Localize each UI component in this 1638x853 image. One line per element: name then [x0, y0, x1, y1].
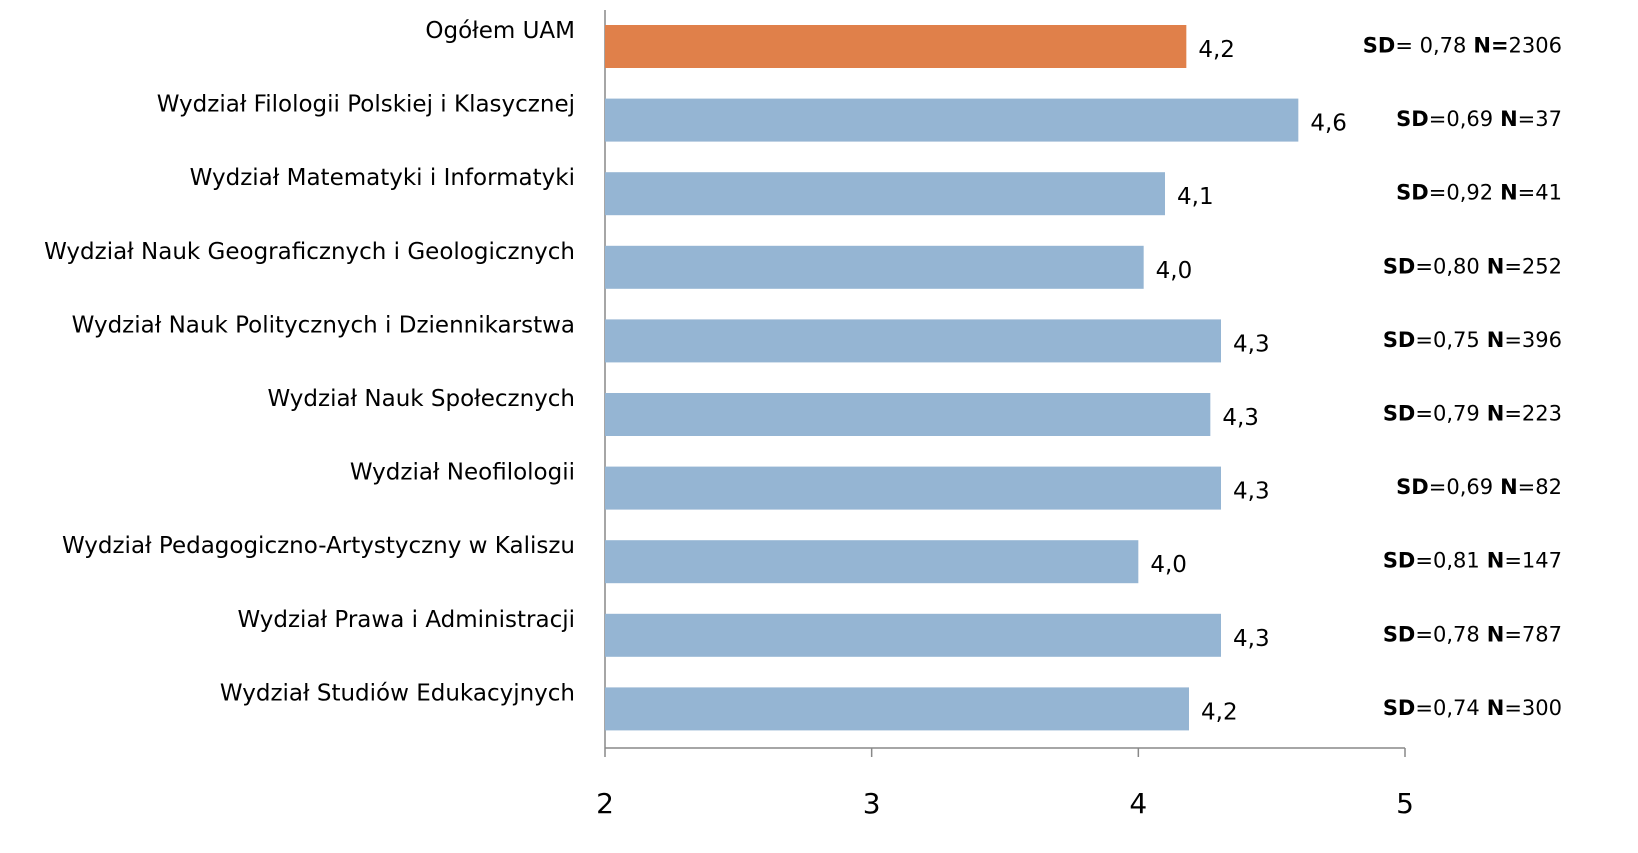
annotation: SD=0,78 N=787	[1383, 622, 1562, 646]
value-label: 4,3	[1233, 331, 1270, 357]
bar	[605, 25, 1187, 68]
annotation-part: =0,80	[1415, 254, 1479, 278]
annotation-part: =37	[1518, 107, 1562, 131]
bar	[605, 98, 1299, 142]
bar	[605, 687, 1189, 731]
x-tick-label: 5	[1396, 787, 1414, 820]
annotation-part: N	[1500, 181, 1518, 205]
annotation-part: N	[1500, 475, 1518, 499]
annotation-part: =0,69	[1429, 107, 1493, 131]
annotation: SD=0,69 N=82	[1396, 475, 1562, 499]
annotation-part: =0,69	[1429, 475, 1493, 499]
annotation: SD=0,69 N=37	[1396, 107, 1562, 131]
x-tick-label: 3	[863, 787, 881, 820]
annotation-part: N	[1487, 328, 1505, 352]
annotation-part: SD	[1396, 107, 1429, 131]
annotation: SD=0,74 N=300	[1383, 696, 1562, 720]
y-tick-label: Wydział Nauk Politycznych i Dziennikarst…	[72, 312, 575, 338]
annotation: SD= 0,78 N=2306	[1363, 34, 1562, 58]
bar	[605, 466, 1221, 510]
annotation-part: SD	[1396, 475, 1429, 499]
bar	[605, 319, 1221, 363]
annotation-part: N=	[1473, 34, 1508, 58]
value-label: 4,3	[1233, 479, 1270, 505]
annotation-part: SD	[1383, 328, 1416, 352]
x-tick-label: 4	[1129, 787, 1147, 820]
annotation-part: N	[1487, 622, 1505, 646]
value-label: 4,3	[1233, 626, 1270, 652]
annotation-part: N	[1487, 696, 1505, 720]
annotation-part: SD	[1383, 622, 1416, 646]
y-tick-label: Ogółem UAM	[425, 18, 575, 44]
bar	[605, 245, 1144, 289]
annotation-part: =300	[1504, 696, 1562, 720]
annotation-part: SD	[1383, 402, 1416, 426]
annotation-part: N	[1487, 254, 1505, 278]
bar	[605, 393, 1211, 436]
y-tick-label: Wydział Neofilologii	[350, 460, 575, 486]
annotation-part: =0,81	[1415, 549, 1479, 573]
value-label: 4,2	[1201, 699, 1238, 725]
value-label: 4,1	[1177, 184, 1214, 210]
bar	[605, 540, 1139, 584]
annotation-part: =396	[1504, 328, 1562, 352]
annotation-part: 2306	[1509, 34, 1562, 58]
annotation-part: =41	[1518, 181, 1562, 205]
annotation-part: =0,74	[1415, 696, 1479, 720]
annotation-part: =0,75	[1415, 328, 1479, 352]
annotation-part: =0,79	[1415, 402, 1479, 426]
annotation-part: SD	[1396, 181, 1429, 205]
y-tick-label: Wydział Nauk Społecznych	[267, 386, 575, 412]
annotation-part: =147	[1504, 549, 1562, 573]
annotation-part: =252	[1504, 254, 1562, 278]
y-tick-label: Wydział Matematyki i Informatyki	[190, 165, 575, 191]
bar	[605, 613, 1221, 657]
annotation: SD=0,79 N=223	[1383, 402, 1562, 426]
value-label: 4,0	[1150, 552, 1187, 578]
y-tick-label: Wydział Nauk Geograficznych i Geologiczn…	[44, 239, 575, 265]
annotation-part: =223	[1504, 402, 1562, 426]
annotation-part: SD	[1363, 34, 1396, 58]
annotation-part: SD	[1383, 549, 1416, 573]
value-label: 4,0	[1156, 258, 1193, 284]
annotation-part: =0,92	[1429, 181, 1493, 205]
annotation: SD=0,75 N=396	[1383, 328, 1562, 352]
bar	[605, 172, 1165, 216]
annotation-part: = 0,78	[1395, 34, 1466, 58]
annotation-part: =0,78	[1415, 622, 1479, 646]
annotation-part: SD	[1383, 254, 1416, 278]
value-label: 4,3	[1222, 405, 1259, 431]
y-tick-label: Wydział Prawa i Administracji	[237, 607, 575, 633]
x-tick-label: 2	[596, 787, 614, 820]
annotation-part: N	[1487, 402, 1505, 426]
annotation: SD=0,80 N=252	[1383, 254, 1562, 278]
annotation-part: N	[1500, 107, 1518, 131]
annotation-part: =82	[1518, 475, 1562, 499]
y-tick-label: Wydział Studiów Edukacyjnych	[220, 680, 575, 706]
value-label: 4,6	[1310, 111, 1347, 137]
annotation: SD=0,81 N=147	[1383, 549, 1562, 573]
value-label: 4,2	[1198, 37, 1235, 63]
annotation-part: =787	[1504, 622, 1562, 646]
annotation-part: N	[1487, 549, 1505, 573]
y-tick-label: Wydział Filologii Polskiej i Klasycznej	[157, 92, 575, 118]
annotation-part: SD	[1383, 696, 1416, 720]
y-tick-label: Wydział Pedagogiczno-Artystyczny w Kalis…	[62, 533, 575, 559]
annotation: SD=0,92 N=41	[1396, 181, 1562, 205]
